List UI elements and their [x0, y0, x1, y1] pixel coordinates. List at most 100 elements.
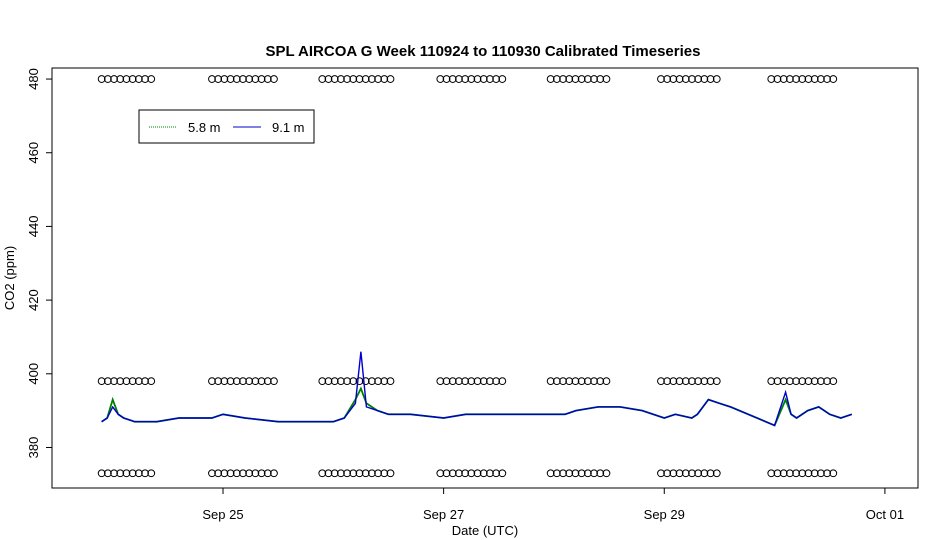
marker-point: [798, 469, 807, 478]
marker-point: [559, 75, 567, 83]
marker-point: [498, 469, 507, 478]
marker-point: [823, 377, 831, 386]
marker-point: [436, 377, 445, 386]
marker-point: [330, 469, 339, 478]
marker-point: [829, 75, 838, 83]
marker-point: [251, 75, 260, 83]
marker-point: [116, 75, 125, 83]
marker-point: [257, 469, 266, 478]
marker-point: [141, 377, 149, 386]
marker-point: [486, 75, 494, 83]
marker-point: [546, 469, 555, 478]
marker-point: [479, 377, 488, 386]
marker-point: [232, 75, 241, 83]
marker-point: [239, 469, 247, 478]
marker-point: [251, 469, 260, 478]
marker-point: [804, 75, 813, 83]
marker-point: [324, 75, 333, 83]
plot-frame: [51, 67, 919, 489]
marker-point: [712, 469, 721, 478]
marker-point: [122, 75, 131, 83]
marker-point: [343, 377, 351, 386]
marker-point: [232, 377, 241, 386]
marker-point: [657, 469, 665, 478]
marker-point: [442, 75, 451, 83]
marker-point: [675, 75, 684, 83]
marker-point: [374, 377, 382, 386]
marker-point: [779, 469, 788, 478]
marker-point: [773, 469, 782, 478]
marker-point: [436, 75, 445, 83]
marker-point: [596, 469, 605, 478]
marker-point: [681, 377, 690, 386]
marker-point: [270, 75, 278, 83]
marker-point: [577, 469, 586, 478]
marker-point: [367, 75, 376, 83]
marker-point: [700, 469, 709, 478]
legend-box: [138, 109, 315, 144]
marker-point: [386, 75, 395, 83]
marker-point: [694, 75, 703, 83]
marker-point: [448, 469, 457, 478]
marker-point: [552, 469, 561, 478]
marker-point: [461, 75, 470, 83]
marker-point: [688, 377, 696, 386]
marker-point: [810, 377, 819, 386]
marker-point: [128, 75, 137, 83]
marker-point: [590, 377, 598, 386]
marker-point: [239, 75, 247, 83]
marker-point: [681, 469, 690, 478]
marker-point: [461, 469, 470, 478]
marker-point: [577, 75, 586, 83]
marker-point: [829, 469, 838, 478]
marker-point: [330, 377, 339, 386]
series-line-5.8m: [101, 386, 853, 427]
marker-point: [324, 377, 333, 386]
marker-point: [374, 75, 382, 83]
marker-point: [498, 75, 507, 83]
marker-point: [552, 377, 561, 386]
marker-point: [455, 377, 463, 386]
marker-point: [571, 469, 580, 478]
marker-point: [220, 75, 229, 83]
marker-point: [103, 469, 112, 478]
marker-point: [675, 469, 684, 478]
marker-point: [559, 377, 567, 386]
marker-point: [374, 469, 382, 478]
marker-point: [110, 469, 118, 478]
marker-point: [498, 377, 507, 386]
marker-point: [785, 75, 794, 83]
marker-point: [214, 75, 223, 83]
marker-point: [688, 75, 696, 83]
marker-point: [103, 377, 112, 386]
marker-point: [467, 75, 476, 83]
marker-point: [147, 75, 156, 83]
marker-point: [110, 75, 118, 83]
marker-point: [134, 75, 143, 83]
y-tick-label: 400: [26, 363, 41, 385]
marker-point: [663, 377, 672, 386]
y-tick-label: 480: [26, 68, 41, 90]
marker-point: [141, 75, 149, 83]
series-lines: [101, 351, 853, 427]
marker-point: [816, 377, 825, 386]
marker-point: [226, 75, 235, 83]
marker-point: [355, 75, 364, 83]
marker-point: [823, 75, 831, 83]
quality-markers: [97, 75, 838, 478]
marker-point: [349, 75, 358, 83]
marker-point: [220, 377, 229, 386]
marker-point: [792, 377, 800, 386]
series-line-9.1m: [101, 351, 853, 427]
marker-point: [816, 469, 825, 478]
marker-point: [220, 469, 229, 478]
marker-point: [122, 469, 131, 478]
marker-point: [251, 377, 260, 386]
marker-point: [492, 377, 501, 386]
marker-point: [330, 75, 339, 83]
marker-point: [110, 377, 118, 386]
marker-point: [245, 377, 254, 386]
marker-point: [602, 377, 611, 386]
marker-point: [816, 75, 825, 83]
